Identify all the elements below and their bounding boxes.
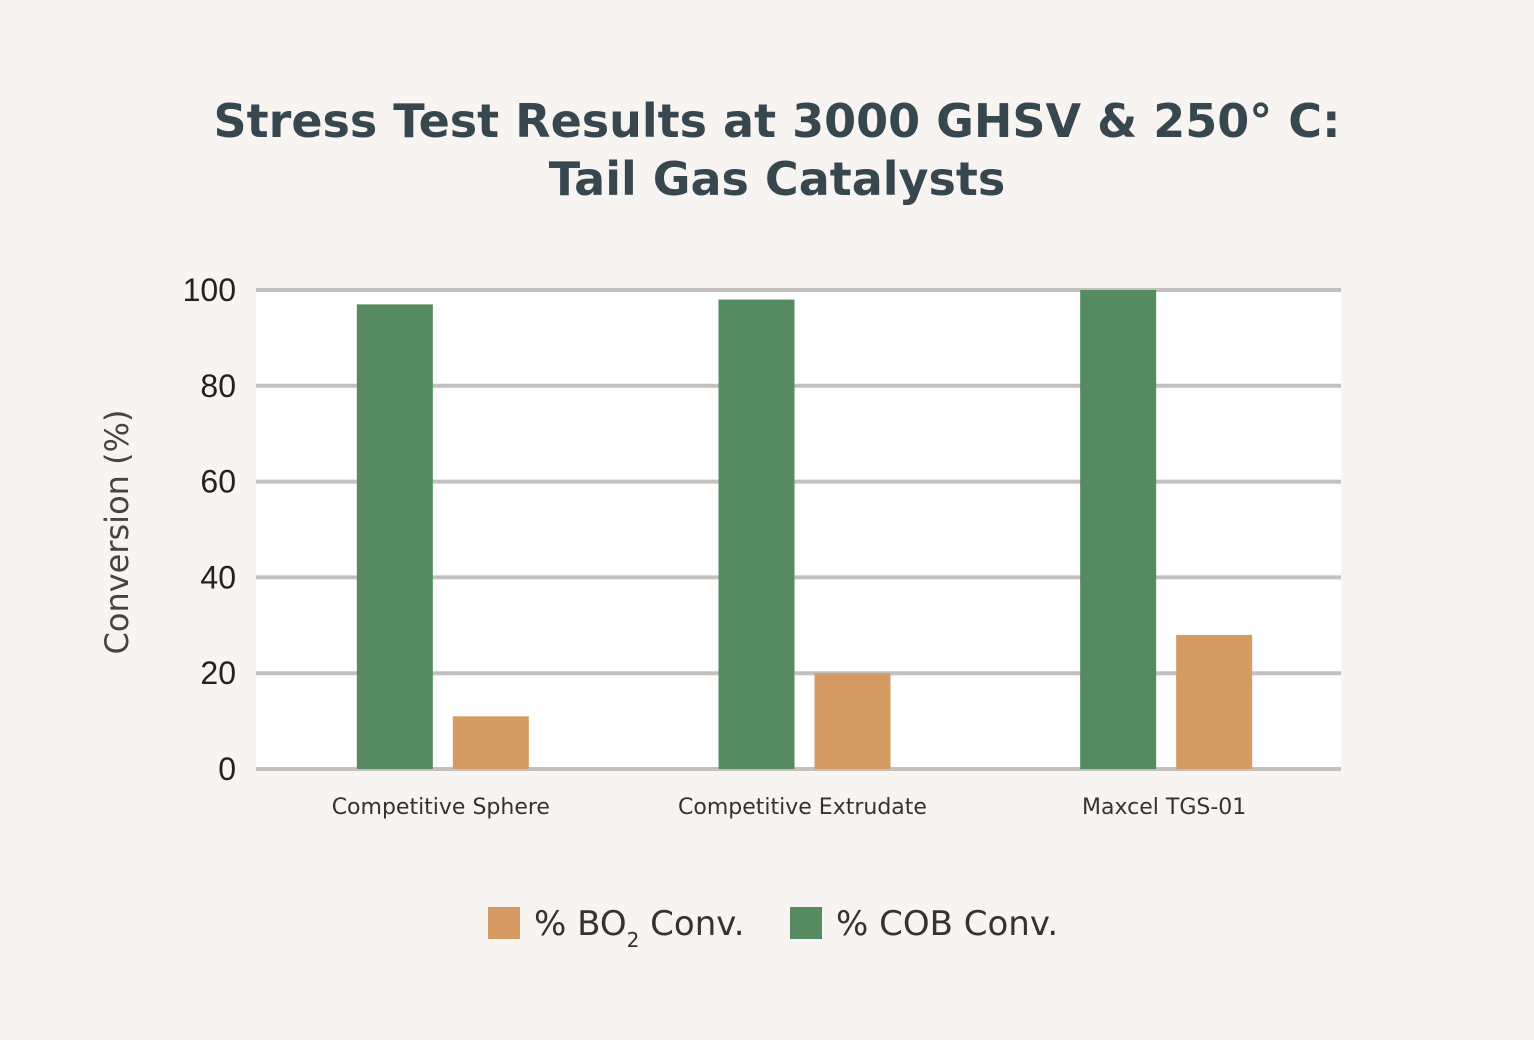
legend-label: % COB Conv. xyxy=(836,904,1058,944)
x-axis-categories: Competitive Sphere Competitive Extrudate M… xyxy=(332,795,1247,820)
y-tick-label: 100 xyxy=(183,272,236,308)
y-tick-label: 0 xyxy=(218,751,236,787)
x-category-label: Competitive Sphere xyxy=(332,795,550,820)
legend-label-text: % COB Conv. xyxy=(836,904,1058,944)
x-category-label: Competitive Extrudate xyxy=(678,795,927,820)
bar-bo2-0 xyxy=(452,716,529,769)
legend-label: % BO2 Conv. xyxy=(534,904,745,952)
legend: % BO2 Conv. % COB Conv. xyxy=(488,904,1058,952)
bar-cob-0 xyxy=(356,304,433,769)
bars xyxy=(356,290,1253,769)
y-tick-label: 20 xyxy=(200,655,236,691)
x-category-label: Maxcel TGS-01 xyxy=(1082,795,1246,820)
legend-label-subscript: 2 xyxy=(627,928,640,952)
bar-bo2-2 xyxy=(1176,634,1253,769)
legend-swatch xyxy=(790,907,822,939)
y-tick-label: 60 xyxy=(200,464,236,500)
chart-title: Stress Test Results at 3000 GHSV & 250° … xyxy=(0,92,1534,208)
bar-bo2-1 xyxy=(814,673,891,769)
legend-label-suffix: Conv. xyxy=(639,904,744,944)
y-axis-ticks: 0 20 40 60 80 100 xyxy=(183,272,236,787)
chart-title-line-2: Tail Gas Catalysts xyxy=(548,152,1006,206)
y-tick-label: 80 xyxy=(200,368,236,404)
bar-cob-1 xyxy=(718,299,795,769)
y-axis-title: Conversion (%) xyxy=(98,410,136,655)
gridlines xyxy=(256,288,1341,771)
plot-area xyxy=(256,290,1341,769)
legend-label-text: % BO xyxy=(534,904,627,944)
legend-swatch xyxy=(488,907,520,939)
y-tick-label: 40 xyxy=(200,559,236,595)
chart-title-line-1: Stress Test Results at 3000 GHSV & 250° … xyxy=(213,94,1341,148)
bar-cob-2 xyxy=(1080,290,1157,769)
